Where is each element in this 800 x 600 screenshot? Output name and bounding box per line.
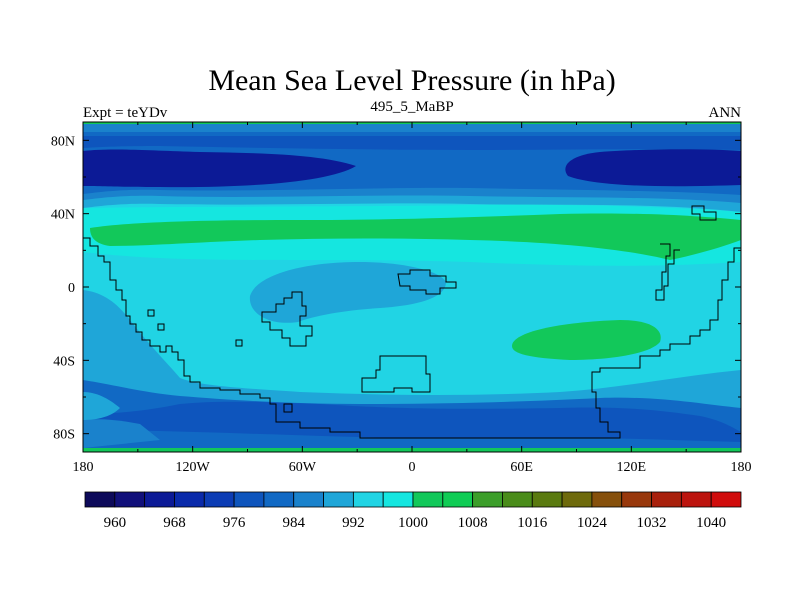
x-axis: 180 120W 60W 0 60E 120E 180 [73, 122, 752, 475]
x-tick-label: 180 [73, 460, 94, 475]
colorbar-label: 968 [163, 515, 186, 531]
colorbar-label: 960 [104, 515, 127, 531]
colorbar-label: 1024 [577, 515, 608, 531]
colorbar-swatch [382, 491, 414, 508]
y-axis: 80N 40N 0 40S 80S [51, 134, 741, 443]
contour-1004-north [90, 213, 741, 260]
contour-north-976 [83, 149, 356, 188]
colorbar-swatch [352, 491, 384, 508]
y-tick-label: 40S [53, 354, 75, 369]
colorbar-swatch [680, 491, 712, 508]
colorbar-label: 1000 [398, 515, 428, 531]
experiment-label: Expt = teYDv [83, 105, 168, 121]
colorbar-swatch [84, 491, 116, 508]
contour-south-west-1000 [83, 392, 120, 420]
outline-small-island-a [147, 309, 155, 317]
x-tick-label: 180 [731, 460, 752, 475]
colorbar-swatch [502, 491, 533, 508]
x-tick-label: 60W [289, 460, 317, 475]
outline-east-asia [691, 205, 717, 221]
colorbar-swatch [710, 491, 742, 508]
chart-title: Mean Sea Level Pressure (in hPa) [208, 64, 615, 97]
colorbar-swatch [203, 491, 235, 508]
outline-west-coast [83, 237, 741, 439]
colorbar-swatch [174, 491, 205, 508]
colorbar-swatch [263, 491, 295, 508]
map-field [83, 122, 741, 452]
y-tick-label: 80S [53, 428, 75, 443]
colorbar: 960 968 976 984 992 1000 1008 1016 1024 1032 1040 [84, 491, 742, 531]
x-tick-label: 120E [617, 460, 647, 475]
season-label: ANN [709, 105, 742, 121]
y-tick-label: 40N [51, 208, 75, 223]
outline-small-island-d [283, 403, 293, 413]
y-tick-label: 0 [68, 281, 75, 296]
continent-outlines [83, 205, 741, 439]
colorbar-label: 976 [223, 515, 246, 531]
outline-small-island-b [157, 323, 165, 331]
colorbar-swatch [412, 491, 444, 508]
colorbar-swatch [323, 491, 354, 508]
colorbar-swatch [472, 491, 503, 508]
contour-1004-south [512, 320, 661, 360]
y-tick-label: 80N [51, 134, 75, 149]
outline-africa-north [397, 269, 457, 295]
contour-north-980 [83, 136, 741, 150]
outline-south-america [261, 291, 313, 347]
colorbar-label: 1040 [696, 515, 726, 531]
colorbar-label: 1008 [458, 515, 488, 531]
outline-antarctic-block [361, 355, 431, 393]
colorbar-swatch [293, 491, 324, 508]
contour-south-984 [83, 430, 741, 452]
x-tick-label: 0 [409, 460, 416, 475]
colorbar-swatch [651, 491, 682, 508]
colorbar-swatch [233, 491, 265, 508]
colorbar-swatch [621, 491, 652, 508]
colorbar-label: 1016 [517, 515, 548, 531]
colorbar-swatch [561, 491, 593, 508]
colorbar-swatch [114, 491, 146, 508]
colorbar-swatch [144, 491, 175, 508]
colorbar-label: 1032 [637, 515, 667, 531]
time-label: 495_5_MaBP [370, 99, 453, 115]
x-tick-label: 120W [176, 460, 211, 475]
contour-south-east-992 [83, 419, 160, 448]
colorbar-swatch [591, 491, 623, 508]
contour-996-equatorial [249, 262, 446, 323]
colorbar-swatch [442, 491, 474, 508]
contour-north-976-east [565, 149, 741, 187]
outline-small-island-c [235, 339, 243, 347]
colorbar-label: 984 [282, 515, 305, 531]
x-tick-label: 60E [510, 460, 533, 475]
outline-east-coast [655, 243, 680, 301]
colorbar-swatch [531, 491, 563, 508]
colorbar-label: 992 [342, 515, 365, 531]
